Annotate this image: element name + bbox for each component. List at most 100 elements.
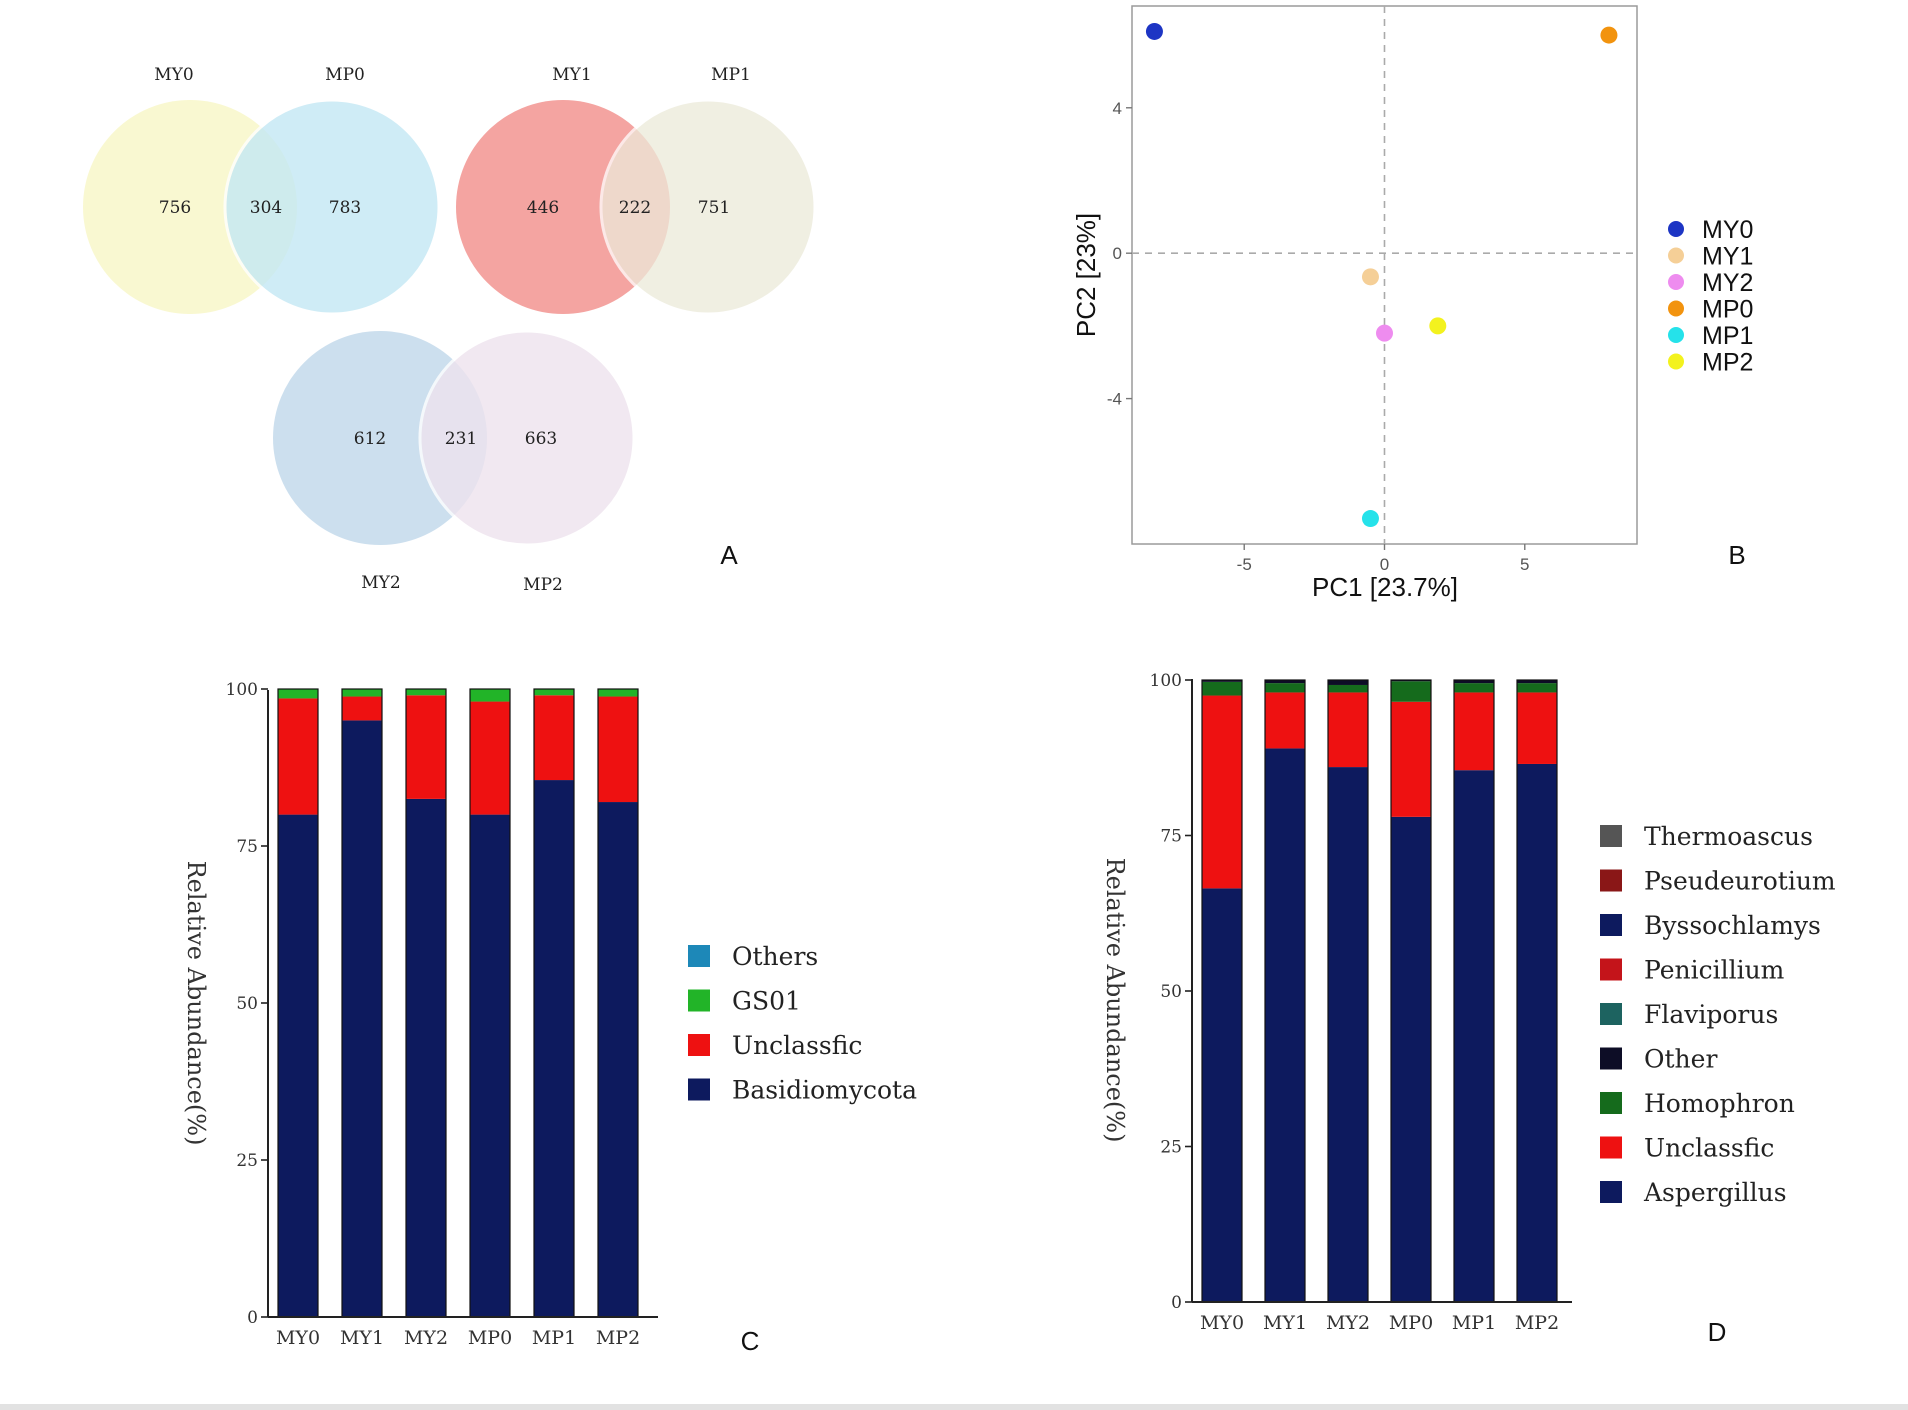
panel-label-a: A bbox=[720, 540, 738, 570]
phylum-bar-my1-unclassfic bbox=[342, 696, 382, 721]
genus-legend-key-thermoascus bbox=[1600, 825, 1622, 847]
pca-point-mp0 bbox=[1600, 26, 1618, 44]
venn-circle-mp0 bbox=[223, 98, 441, 316]
genus-bar-my1-aspergillus bbox=[1265, 748, 1305, 1302]
genus-legend: Thermoascus Pseudeurotium Byssochlamys Peni… bbox=[1600, 822, 1836, 1207]
genus-bar-mp1-homophron bbox=[1454, 683, 1494, 693]
venn-set-label-my2: MY2 bbox=[361, 573, 400, 593]
genus-legend-key-unclassfic bbox=[1600, 1136, 1622, 1159]
phylum-x-tick-label-mp0: MP0 bbox=[468, 1327, 512, 1349]
genus-legend-label-pseudeurotium: Pseudeurotium bbox=[1644, 867, 1836, 896]
pca-x-axis-title: PC1 [23.7%] bbox=[1312, 572, 1458, 602]
genus-x-axis-labels: MY0 MY1 MY2 MP0 MP1 MP2 bbox=[1200, 1312, 1559, 1334]
panel-label-d: D bbox=[1708, 1317, 1727, 1347]
genus-bar-my0-unclassfic bbox=[1202, 695, 1242, 889]
phylum-bar-my2-basidiomycota bbox=[406, 798, 446, 1317]
venn-circle-mp2 bbox=[418, 329, 636, 547]
genus-legend-label-penicillium: Penicillium bbox=[1644, 956, 1785, 985]
genus-legend-key-pseudeurotium bbox=[1600, 869, 1622, 892]
phylum-bar-my2-unclassfic bbox=[406, 695, 446, 799]
venn-count-mp1-only: 751 bbox=[698, 198, 730, 218]
pca-x-tick-label: -5 bbox=[1237, 555, 1252, 574]
genus-bar-mp0-aspergillus bbox=[1391, 816, 1431, 1302]
venn-set-label-my0: MY0 bbox=[154, 65, 193, 85]
phylum-bar-mp2-unclassfic bbox=[598, 696, 638, 803]
pca-legend-label-my0: MY0 bbox=[1702, 216, 1753, 244]
phylum-legend-key-others bbox=[688, 945, 710, 967]
pca-point-mp1 bbox=[1361, 510, 1379, 528]
venn-count-my2-only: 612 bbox=[354, 429, 386, 449]
genus-bar-mp2-other bbox=[1517, 680, 1557, 684]
phylum-y-tick-label: 50 bbox=[236, 994, 258, 1014]
genus-bar-my1-homophron bbox=[1265, 683, 1305, 693]
phylum-bar-mp0-unclassfic bbox=[470, 701, 510, 815]
genus-bar-my1-unclassfic bbox=[1265, 692, 1305, 749]
genus-bar-mp2-unclassfic bbox=[1517, 692, 1557, 764]
pca-y-tick-label: -4 bbox=[1107, 390, 1122, 409]
genus-bar-mp2-homophron bbox=[1517, 683, 1557, 693]
phylum-bar-mp1-unclassfic bbox=[534, 695, 574, 781]
genus-y-tick-label: 50 bbox=[1160, 982, 1182, 1002]
genus-bar-panel: 0 25 50 75 100 MY0 MY1 MY2 MP0 MP1 MP2 Relative A… bbox=[1101, 671, 1836, 1334]
phylum-y-axis-ticks: 0 25 50 75 100 bbox=[226, 680, 268, 1328]
phylum-legend-label-gs01: GS01 bbox=[732, 987, 801, 1016]
venn-count-my2-mp2-shared: 231 bbox=[445, 429, 477, 449]
genus-x-tick-label-mp0: MP0 bbox=[1389, 1312, 1433, 1334]
genus-bar-mp0-other bbox=[1391, 680, 1431, 682]
genus-x-tick-label-my2: MY2 bbox=[1326, 1312, 1370, 1334]
phylum-x-tick-label-my2: MY2 bbox=[404, 1327, 448, 1349]
phylum-legend: Others GS01 Unclassfic Basidiomycota bbox=[688, 942, 917, 1105]
phylum-x-tick-label-my1: MY1 bbox=[340, 1327, 384, 1349]
genus-legend-key-homophron bbox=[1600, 1092, 1622, 1114]
phylum-x-tick-label-mp2: MP2 bbox=[596, 1327, 640, 1349]
genus-bar-my1-other bbox=[1265, 680, 1305, 684]
pca-legend-key-my0 bbox=[1668, 221, 1684, 237]
phylum-bar-mp0-basidiomycota bbox=[470, 814, 510, 1317]
panel-label-b: B bbox=[1728, 540, 1745, 570]
venn-count-my0-mp0-shared: 304 bbox=[250, 198, 282, 218]
venn-set-label-mp1: MP1 bbox=[711, 65, 751, 85]
phylum-x-tick-label-mp1: MP1 bbox=[532, 1327, 576, 1349]
phylum-bar-my0-unclassfic bbox=[278, 698, 318, 815]
genus-legend-label-aspergillus: Aspergillus bbox=[1643, 1178, 1787, 1207]
phylum-x-axis-labels: MY0 MY1 MY2 MP0 MP1 MP2 bbox=[276, 1327, 640, 1349]
phylum-y-tick-label: 25 bbox=[236, 1151, 258, 1171]
genus-bar-my0-other bbox=[1202, 680, 1242, 682]
phylum-legend-label-others: Others bbox=[732, 942, 818, 971]
phylum-y-tick-label: 100 bbox=[226, 680, 258, 700]
pca-legend-key-my1 bbox=[1668, 247, 1684, 264]
pca-legend-label-my2: MY2 bbox=[1702, 269, 1753, 297]
pca-point-my0 bbox=[1145, 22, 1163, 40]
genus-legend-label-thermoascus: Thermoascus bbox=[1644, 822, 1813, 851]
genus-legend-label-unclassfic: Unclassfic bbox=[1644, 1134, 1774, 1163]
genus-bar-my2-homophron bbox=[1328, 684, 1368, 693]
genus-y-axis-title: Relative Abundance(%) bbox=[1101, 858, 1129, 1143]
pca-x-tick-label: 0 bbox=[1380, 555, 1389, 574]
genus-y-tick-label: 0 bbox=[1171, 1293, 1182, 1313]
pca-legend-key-mp1 bbox=[1668, 327, 1684, 343]
genus-legend-key-aspergillus bbox=[1600, 1181, 1622, 1203]
genus-bar-mp1-unclassfic bbox=[1454, 692, 1494, 771]
genus-bar-my0-homophron bbox=[1202, 681, 1242, 696]
venn-count-mp0-only: 783 bbox=[329, 198, 361, 218]
genus-legend-label-other: Other bbox=[1644, 1045, 1717, 1074]
phylum-bars bbox=[277, 688, 639, 1318]
genus-legend-key-penicillium bbox=[1600, 958, 1622, 981]
pca-axis-ticks: -5 0 5 -4 0 4 bbox=[1107, 99, 1530, 574]
genus-bar-my0-aspergillus bbox=[1202, 888, 1242, 1302]
phylum-bar-my1-basidiomycota bbox=[342, 720, 382, 1317]
pca-point-my1 bbox=[1361, 268, 1379, 286]
pca-legend-label-my1: MY1 bbox=[1702, 243, 1753, 271]
phylum-legend-label-unclassfic: Unclassfic bbox=[732, 1031, 862, 1060]
pca-point-my2 bbox=[1376, 324, 1393, 342]
genus-bar-mp1-aspergillus bbox=[1454, 770, 1494, 1302]
genus-legend-label-homophron: Homophron bbox=[1644, 1089, 1795, 1118]
pca-y-tick-label: 0 bbox=[1113, 244, 1122, 263]
pca-point-mp2 bbox=[1429, 317, 1447, 335]
pca-legend-label-mp1: MP1 bbox=[1702, 322, 1753, 350]
genus-x-tick-label-mp2: MP2 bbox=[1515, 1312, 1559, 1334]
phylum-legend-label-basidiomycota: Basidiomycota bbox=[732, 1076, 917, 1105]
phylum-y-tick-label: 75 bbox=[236, 837, 258, 857]
